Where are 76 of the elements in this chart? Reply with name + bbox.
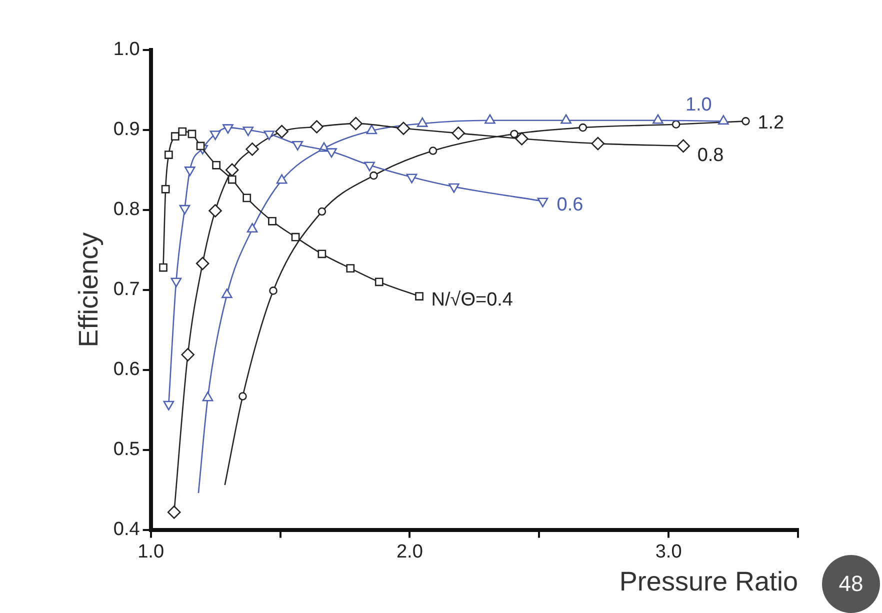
point [364,162,375,172]
series-label: 0.6 [556,194,584,216]
point [228,175,236,184]
x-tick-label: 3.0 [655,541,682,562]
point [268,216,276,226]
point [246,142,259,156]
x-tick-label: 2.0 [396,541,423,562]
point [159,263,168,272]
x-tick-label: 1.0 [138,541,164,562]
point [415,292,424,300]
y-tick-label: 0.5 [113,439,140,460]
point [222,124,234,134]
point [291,232,300,242]
point [242,194,252,202]
point [292,140,304,151]
point [179,204,190,214]
series-label: 1.0 [685,94,712,116]
point [349,116,362,130]
point [652,114,664,124]
y-tick-label: 0.4 [113,519,140,540]
y-tick-label: 1.0 [113,39,140,60]
point [374,278,384,286]
page-number-badge: 48 [822,555,880,613]
point [167,506,181,519]
series-label: 1.2 [758,112,784,134]
point [269,286,278,295]
point [742,117,750,126]
series-label: N/√Θ=0.4 [431,290,514,311]
point [212,160,220,170]
point [591,136,605,150]
point [164,150,173,159]
point [452,126,466,140]
point [406,174,418,184]
point [222,288,232,298]
point [370,171,378,180]
point [515,132,528,146]
point [560,114,572,124]
point [196,142,205,150]
point [163,400,174,410]
point [448,183,460,193]
point [578,123,588,132]
point [537,198,548,208]
point [225,163,239,177]
point [178,127,187,136]
point [161,184,170,194]
point [170,132,180,141]
point [326,148,337,158]
series-label: 0.8 [697,145,724,166]
point [676,139,690,153]
point [246,222,258,233]
point [396,122,410,136]
point [510,130,518,138]
point [366,124,378,134]
y-tick-label: 0.9 [113,119,140,140]
point [310,120,324,134]
y-tick-label: 0.7 [113,279,140,300]
point [202,392,214,402]
point [238,392,247,400]
y-axis-title: Efficiency [74,232,104,348]
point [318,207,326,216]
y-tick-label: 0.6 [113,359,140,380]
x-axis-title: Pressure Ratio [619,566,798,596]
point [276,174,288,184]
point [428,146,438,155]
point [346,264,355,272]
y-tick-label: 0.8 [113,199,140,220]
point [208,204,222,218]
point [170,278,182,288]
point [718,115,729,125]
point [181,348,194,362]
point [196,256,210,270]
point [188,130,196,138]
point [672,120,680,129]
point [318,250,326,258]
point [484,114,496,124]
point [275,124,288,138]
